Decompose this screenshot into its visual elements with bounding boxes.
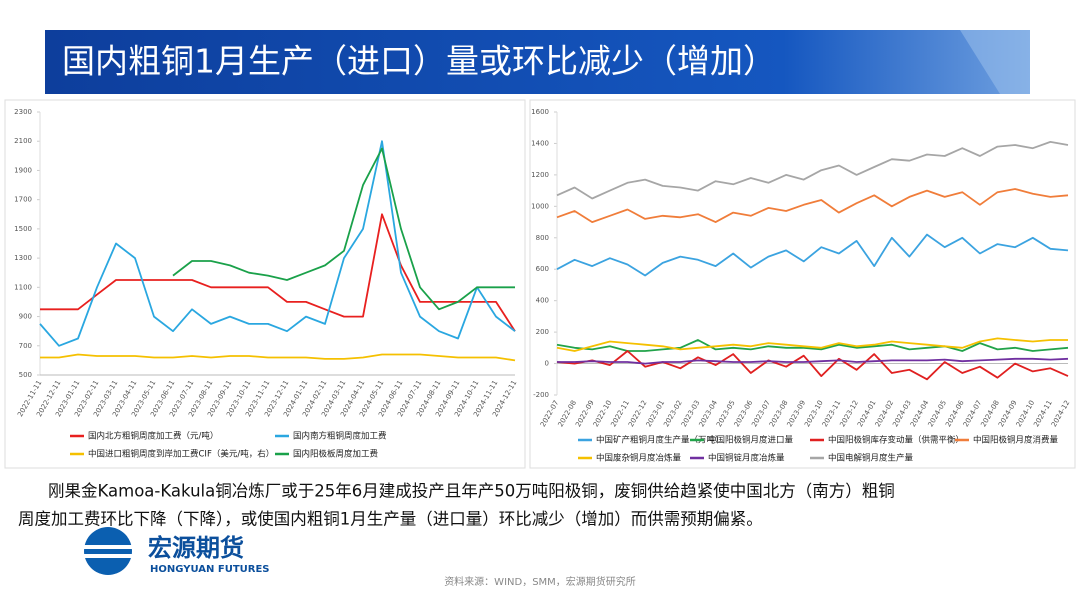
series-line: [40, 213, 516, 332]
y-tick-label: 0: [545, 360, 549, 368]
legend-label: 中国进口粗铜周度到岸加工费CIF（美元/吨，右）: [88, 449, 274, 460]
y-tick-label: 2100: [14, 137, 32, 145]
y-tick-label: 1000: [531, 202, 549, 210]
legend-label: 中国矿产粗铜月度生产量（万吨）: [596, 435, 724, 446]
y-tick-label: -200: [533, 391, 549, 399]
series-line: [39, 140, 516, 347]
logo-cn: 宏源期货: [148, 534, 244, 562]
paragraph-line: 周度加工费环比下降（下降），或使国内粗铜1月生产量（进口量）环比减少（增加）而供…: [18, 510, 763, 529]
legend-label: 中国阳极铜库存变动量（供需平衡）: [828, 435, 964, 446]
y-tick-label: 200: [536, 328, 549, 336]
slide-title: 国内粗铜1月生产（进口）量或环比减少（增加）: [62, 42, 776, 81]
logo-stripe: [84, 545, 132, 549]
y-tick-label: 800: [536, 234, 549, 242]
right-chart-frame: [529, 99, 1076, 469]
y-tick-label: 600: [536, 265, 549, 273]
series-line: [556, 233, 1069, 277]
y-tick-label: 700: [19, 342, 32, 350]
legend-label: 中国阳极铜月度消费量: [973, 435, 1059, 446]
series-line: [172, 147, 515, 311]
legend-label: 中国铜锭月度冶炼量: [708, 453, 785, 464]
logo-icon: [84, 527, 132, 575]
y-tick-label: 1200: [531, 171, 549, 179]
legend-label: 国内北方粗铜周度加工费（元/吨）: [88, 431, 218, 442]
y-tick-label: 1500: [14, 225, 32, 233]
series-line: [556, 141, 1069, 200]
legend-label: 中国废杂铜月度冶炼量: [596, 453, 682, 464]
title-banner: [45, 30, 1030, 94]
y-tick-label: 1400: [531, 139, 549, 147]
series-line: [40, 353, 516, 362]
legend-label: 中国阳极铜月度进口量: [708, 435, 794, 446]
paragraph-line: 刚果金Kamoa-Kakula铜冶炼厂或于25年6月建成投产且年产50万吨阳极铜…: [48, 482, 895, 501]
series-line: [557, 357, 1069, 365]
legend-label: 中国电解铜月度生产量: [828, 453, 914, 464]
y-tick-label: 1300: [14, 254, 32, 262]
y-tick-label: 2300: [14, 108, 32, 116]
y-tick-label: 1900: [14, 166, 32, 174]
y-tick-label: 1600: [531, 108, 549, 116]
series-line: [556, 339, 1069, 352]
logo: 宏源期货 HONGYUAN FUTURES: [84, 527, 270, 575]
banner-accent: [960, 30, 1030, 94]
logo-stripe: [84, 554, 132, 558]
left-chart-frame: [4, 99, 526, 469]
y-tick-label: 500: [19, 371, 32, 379]
y-tick-label: 1100: [14, 283, 32, 291]
logo-en: HONGYUAN FUTURES: [150, 564, 270, 575]
y-tick-label: 1700: [14, 196, 32, 204]
y-tick-label: 900: [19, 313, 32, 321]
source-note: 资料来源：WIND，SMM，宏源期货研究所: [444, 575, 636, 588]
legend-label: 国内阳极板周度加工费: [293, 449, 379, 460]
series-line: [556, 188, 1069, 223]
y-tick-label: 400: [536, 297, 549, 305]
series-line: [556, 337, 1068, 352]
legend-label: 国内南方粗铜周度加工费: [293, 431, 387, 442]
